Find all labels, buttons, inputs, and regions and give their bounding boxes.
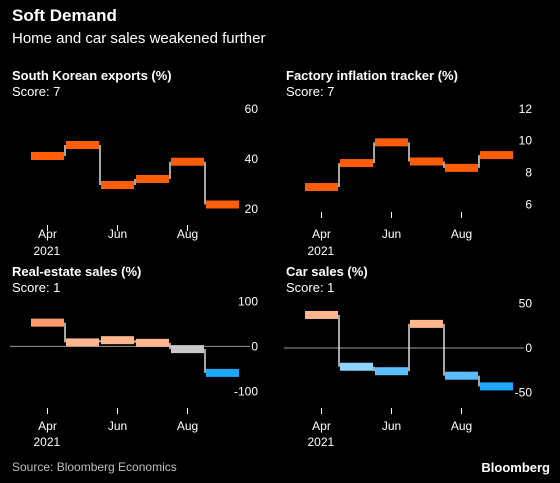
y-tick-label-exports: 60 — [245, 102, 259, 116]
x-tick-label-factory-inflation: Aug — [451, 227, 472, 241]
y-tick-label-real-estate: 0 — [251, 339, 258, 353]
panel-title-factory-inflation: Factory inflation tracker (%) — [286, 68, 458, 83]
data-step-car-sales — [375, 367, 408, 376]
y-tick-label-real-estate: 100 — [238, 295, 258, 309]
source-note: Source: Bloomberg Economics — [12, 460, 177, 474]
panel-title-exports: South Korean exports (%) — [12, 68, 172, 83]
data-step-car-sales — [340, 362, 373, 371]
x-tick-label-car-sales: Jun — [382, 419, 401, 433]
data-step-exports — [66, 141, 99, 149]
bloomberg-logo: Bloomberg — [481, 460, 550, 475]
x-tick-label-exports: Jun — [108, 227, 127, 241]
y-tick-label-factory-inflation: 10 — [519, 134, 533, 148]
x-tick-label-real-estate: Jun — [108, 419, 127, 433]
data-step-real-estate — [171, 345, 204, 354]
x-tick-year-real-estate: 2021 — [34, 435, 61, 449]
y-tick-label-car-sales: 50 — [519, 296, 533, 310]
y-tick-label-exports: 20 — [245, 202, 259, 216]
x-tick-label-car-sales: Apr — [312, 419, 331, 433]
data-step-exports — [136, 175, 169, 183]
x-tick-label-exports: Aug — [177, 227, 198, 241]
data-step-factory-inflation — [480, 151, 513, 160]
data-step-real-estate — [206, 368, 239, 377]
data-step-real-estate — [101, 336, 134, 345]
data-step-factory-inflation — [445, 163, 478, 172]
chart-subtitle: Home and car sales weakened further — [12, 30, 266, 47]
chart-title: Soft Demand — [12, 6, 117, 25]
y-tick-label-car-sales: -50 — [515, 386, 533, 400]
y-tick-label-real-estate: -100 — [234, 384, 258, 398]
data-step-real-estate — [66, 338, 99, 347]
data-step-factory-inflation — [340, 159, 373, 168]
data-step-car-sales — [410, 319, 443, 328]
data-step-real-estate — [31, 318, 64, 327]
y-tick-label-factory-inflation: 8 — [525, 166, 532, 180]
y-tick-label-factory-inflation: 6 — [525, 198, 532, 212]
x-tick-year-car-sales: 2021 — [308, 435, 335, 449]
x-tick-label-exports: Apr — [38, 227, 57, 241]
x-tick-label-car-sales: Aug — [451, 419, 472, 433]
x-tick-label-factory-inflation: Jun — [382, 227, 401, 241]
panel-score-factory-inflation: Score: 7 — [286, 84, 335, 99]
y-tick-label-exports: 40 — [245, 152, 259, 166]
x-tick-label-factory-inflation: Apr — [312, 227, 331, 241]
panel-title-car-sales: Car sales (%) — [286, 264, 368, 279]
data-step-car-sales — [305, 310, 338, 319]
data-step-real-estate — [136, 338, 169, 347]
panel-title-real-estate: Real-estate sales (%) — [12, 264, 142, 279]
x-tick-year-exports: 2021 — [34, 244, 61, 258]
y-tick-label-car-sales: 0 — [525, 341, 532, 355]
data-step-factory-inflation — [375, 138, 408, 147]
data-step-car-sales — [480, 382, 513, 391]
y-tick-label-factory-inflation: 12 — [519, 102, 533, 116]
panel-score-exports: Score: 7 — [12, 84, 61, 99]
data-step-factory-inflation — [305, 183, 338, 192]
data-step-exports — [31, 152, 64, 160]
x-tick-label-real-estate: Apr — [38, 419, 57, 433]
x-tick-label-real-estate: Aug — [177, 419, 198, 433]
data-step-car-sales — [445, 371, 478, 380]
x-tick-year-factory-inflation: 2021 — [308, 244, 335, 258]
data-step-exports — [206, 200, 239, 209]
data-step-factory-inflation — [410, 157, 443, 166]
panel-score-real-estate: Score: 1 — [12, 280, 61, 295]
data-step-exports — [171, 157, 204, 166]
panel-score-car-sales: Score: 1 — [286, 280, 335, 295]
data-step-exports — [101, 181, 134, 189]
